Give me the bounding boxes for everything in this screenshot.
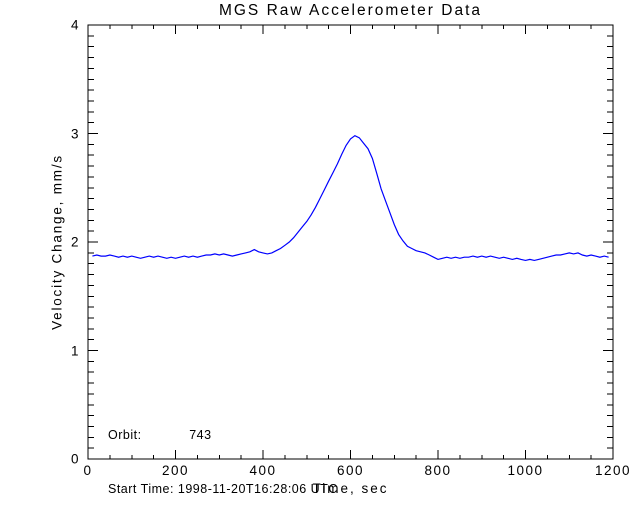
x-tick-label: 800 bbox=[424, 463, 452, 478]
y-tick-label: 4 bbox=[70, 17, 79, 33]
y-tick-label: 1 bbox=[70, 343, 79, 358]
annotation-orbit: Orbit: 743 bbox=[108, 428, 212, 442]
y-tick-label: 2 bbox=[70, 234, 79, 250]
x-tick-label: 1200 bbox=[594, 463, 632, 478]
x-tick-label: 200 bbox=[161, 463, 190, 478]
annotation-start-time: Start Time: 1998-11-20T16:28:06 UTC bbox=[108, 482, 338, 496]
data-line-velocity-change bbox=[92, 135, 609, 262]
x-axis-label: Time, sec bbox=[312, 481, 389, 496]
x-tick-label: 0 bbox=[83, 463, 93, 478]
x-tick-label: 400 bbox=[249, 463, 277, 478]
y-tick-label: 0 bbox=[70, 451, 79, 467]
x-tick-label: 1000 bbox=[507, 463, 544, 478]
y-tick-label: 3 bbox=[70, 126, 79, 141]
chart-title: MGS Raw Accelerometer Data bbox=[218, 2, 483, 19]
annotation-block: Orbit: 743 Start Time: 1998-11-20T16:28:… bbox=[108, 390, 338, 512]
x-tick-label: 600 bbox=[336, 463, 365, 478]
